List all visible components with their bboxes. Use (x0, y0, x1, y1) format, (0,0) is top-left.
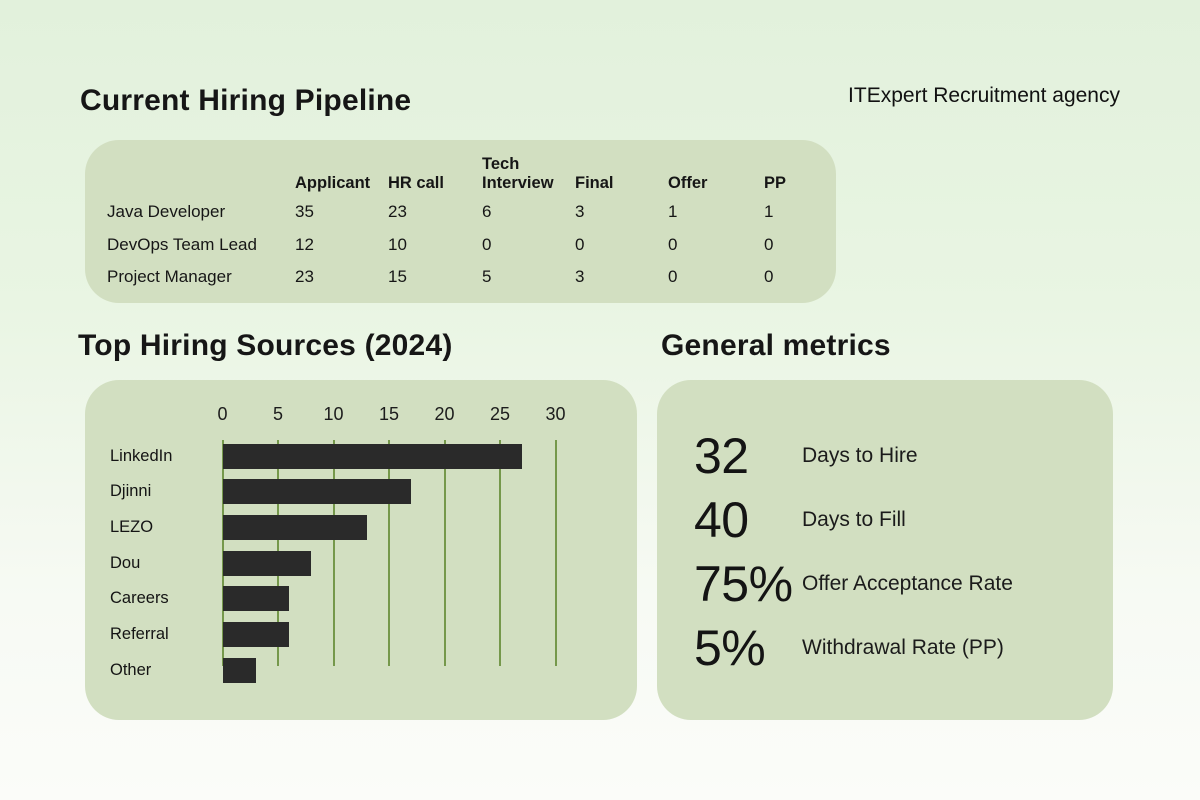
cell-value: 1 (668, 202, 678, 222)
col-header-applicant: Applicant (295, 173, 371, 192)
metric-withdrawal-rate: 5% Withdrawal Rate (PP) (694, 616, 1113, 680)
metric-label: Offer Acceptance Rate (802, 572, 1013, 595)
bar-lezo (222, 514, 367, 540)
metrics-section-title: General metrics (661, 329, 891, 362)
row-role: Java Developer (107, 202, 226, 222)
metric-days-to-fill: 40 Days to Fill (694, 488, 1113, 552)
bar-dou (222, 550, 312, 576)
col-header-hr-call: HR call (388, 173, 444, 192)
cell-value: 0 (668, 267, 678, 287)
pipeline-table: Applicant HR call Tech Interview Final O… (85, 140, 836, 294)
cell-value: 10 (388, 234, 407, 254)
cell-value: 1 (764, 202, 774, 222)
cell-value: 0 (668, 234, 678, 254)
chart-axis-tick-label: 15 (378, 404, 400, 424)
chart-axis-tick-label: 0 (217, 404, 228, 424)
chart-gridline (499, 440, 501, 666)
bar-label-djinni: Djinni (110, 482, 152, 501)
col-header-pp: PP (764, 173, 787, 192)
cell-value: 15 (388, 267, 407, 287)
bar-careers (222, 586, 290, 612)
row-role: DevOps Team Lead (107, 234, 257, 254)
bar-djinni (222, 479, 412, 505)
cell-value: 0 (764, 234, 774, 254)
col-header-offer: Offer (668, 173, 708, 192)
chart-gridline (554, 440, 557, 666)
chart-axis-tick-label: 5 (272, 404, 284, 424)
metric-value: 32 (694, 428, 749, 484)
pipeline-card: Applicant HR call Tech Interview Final O… (85, 140, 836, 303)
metric-value: 75% (694, 556, 793, 612)
bar-referral (222, 622, 290, 648)
metric-offer-acceptance-rate: 75% Offer Acceptance Rate (694, 552, 1113, 616)
row-role: Project Manager (107, 267, 232, 287)
cell-value: 0 (482, 234, 492, 254)
metric-value: 5% (694, 620, 766, 676)
metric-days-to-hire: 32 Days to Hire (694, 424, 1113, 488)
cell-value: 23 (295, 267, 314, 287)
metrics-card: 32 Days to Hire 40 Days to Fill 75% Offe… (657, 380, 1113, 720)
agency-name: ITExpert Recruitment agency (848, 84, 1120, 107)
bar-label-linkedin: LinkedIn (110, 446, 173, 465)
bar-label-other: Other (110, 660, 152, 679)
cell-value: 12 (295, 234, 314, 254)
cell-value: 3 (575, 267, 585, 287)
cell-value: 6 (482, 202, 492, 222)
cell-value: 35 (295, 202, 314, 222)
chart-gridline (388, 440, 390, 666)
chart-axis-tick-label: 30 (545, 404, 566, 424)
sources-chart-card: 0 5 10 15 20 25 30 LinkedIn Djinni LEZO Dou Careers… (85, 380, 637, 720)
chart-axis-tick-label: 20 (434, 404, 455, 424)
chart-gridline (443, 440, 446, 666)
chart-axis-tick-label: 25 (489, 404, 511, 424)
cell-value: 0 (575, 234, 585, 254)
bar-linkedin (222, 443, 523, 469)
col-header-tech-interview: Tech Interview (482, 155, 554, 192)
cell-value: 5 (482, 267, 492, 287)
cell-value: 3 (575, 202, 585, 222)
bar-other (222, 657, 256, 683)
metric-label: Days to Fill (802, 508, 906, 531)
chart-gridline (332, 440, 335, 666)
page-title: Current Hiring Pipeline (80, 84, 412, 117)
bar-label-careers: Careers (110, 589, 169, 608)
sources-chart: 0 5 10 15 20 25 30 LinkedIn Djinni LEZO Dou Careers… (85, 380, 637, 720)
metric-label: Days to Hire (802, 444, 918, 467)
col-header-final: Final (575, 173, 614, 192)
sources-section-title: Top Hiring Sources (2024) (78, 329, 453, 362)
cell-value: 0 (764, 267, 774, 287)
bar-label-referral: Referral (110, 625, 169, 644)
chart-axis-tick-label: 10 (323, 404, 344, 424)
cell-value: 23 (388, 202, 407, 222)
metrics-list: 32 Days to Hire 40 Days to Fill 75% Offe… (657, 380, 1113, 680)
metric-value: 40 (694, 492, 749, 548)
metric-label: Withdrawal Rate (PP) (802, 636, 1004, 659)
bar-label-lezo: LEZO (110, 517, 154, 536)
bar-label-dou: Dou (110, 553, 141, 572)
col-header-role (107, 152, 295, 196)
